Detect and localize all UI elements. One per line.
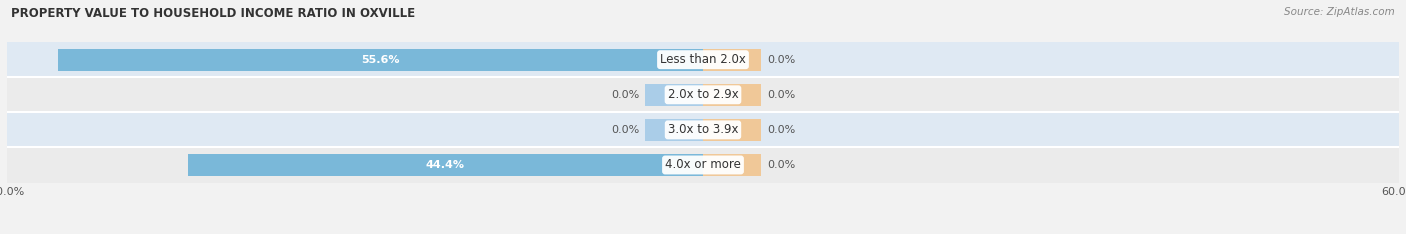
Text: 3.0x to 3.9x: 3.0x to 3.9x [668,123,738,136]
Bar [645,119,703,141]
Text: 0.0%: 0.0% [766,160,794,170]
Text: Less than 2.0x: Less than 2.0x [659,53,747,66]
Text: 0.0%: 0.0% [766,90,794,100]
Bar [703,49,761,70]
Bar [7,147,1399,183]
Legend: Without Mortgage, With Mortgage: Without Mortgage, With Mortgage [586,231,820,234]
Text: Source: ZipAtlas.com: Source: ZipAtlas.com [1284,7,1395,17]
Bar [703,119,761,141]
Bar [645,84,703,106]
Text: 55.6%: 55.6% [361,55,399,65]
Bar [7,77,1399,112]
Bar [703,84,761,106]
Bar [7,112,1399,147]
Text: 0.0%: 0.0% [766,125,794,135]
Bar [703,154,761,176]
Bar [58,49,703,70]
Text: 0.0%: 0.0% [612,125,640,135]
Bar [188,154,703,176]
Text: 0.0%: 0.0% [612,90,640,100]
Text: 4.0x or more: 4.0x or more [665,158,741,172]
Text: 44.4%: 44.4% [426,160,465,170]
Text: 2.0x to 2.9x: 2.0x to 2.9x [668,88,738,101]
Text: PROPERTY VALUE TO HOUSEHOLD INCOME RATIO IN OXVILLE: PROPERTY VALUE TO HOUSEHOLD INCOME RATIO… [11,7,415,20]
Bar [7,42,1399,77]
Text: 0.0%: 0.0% [766,55,794,65]
